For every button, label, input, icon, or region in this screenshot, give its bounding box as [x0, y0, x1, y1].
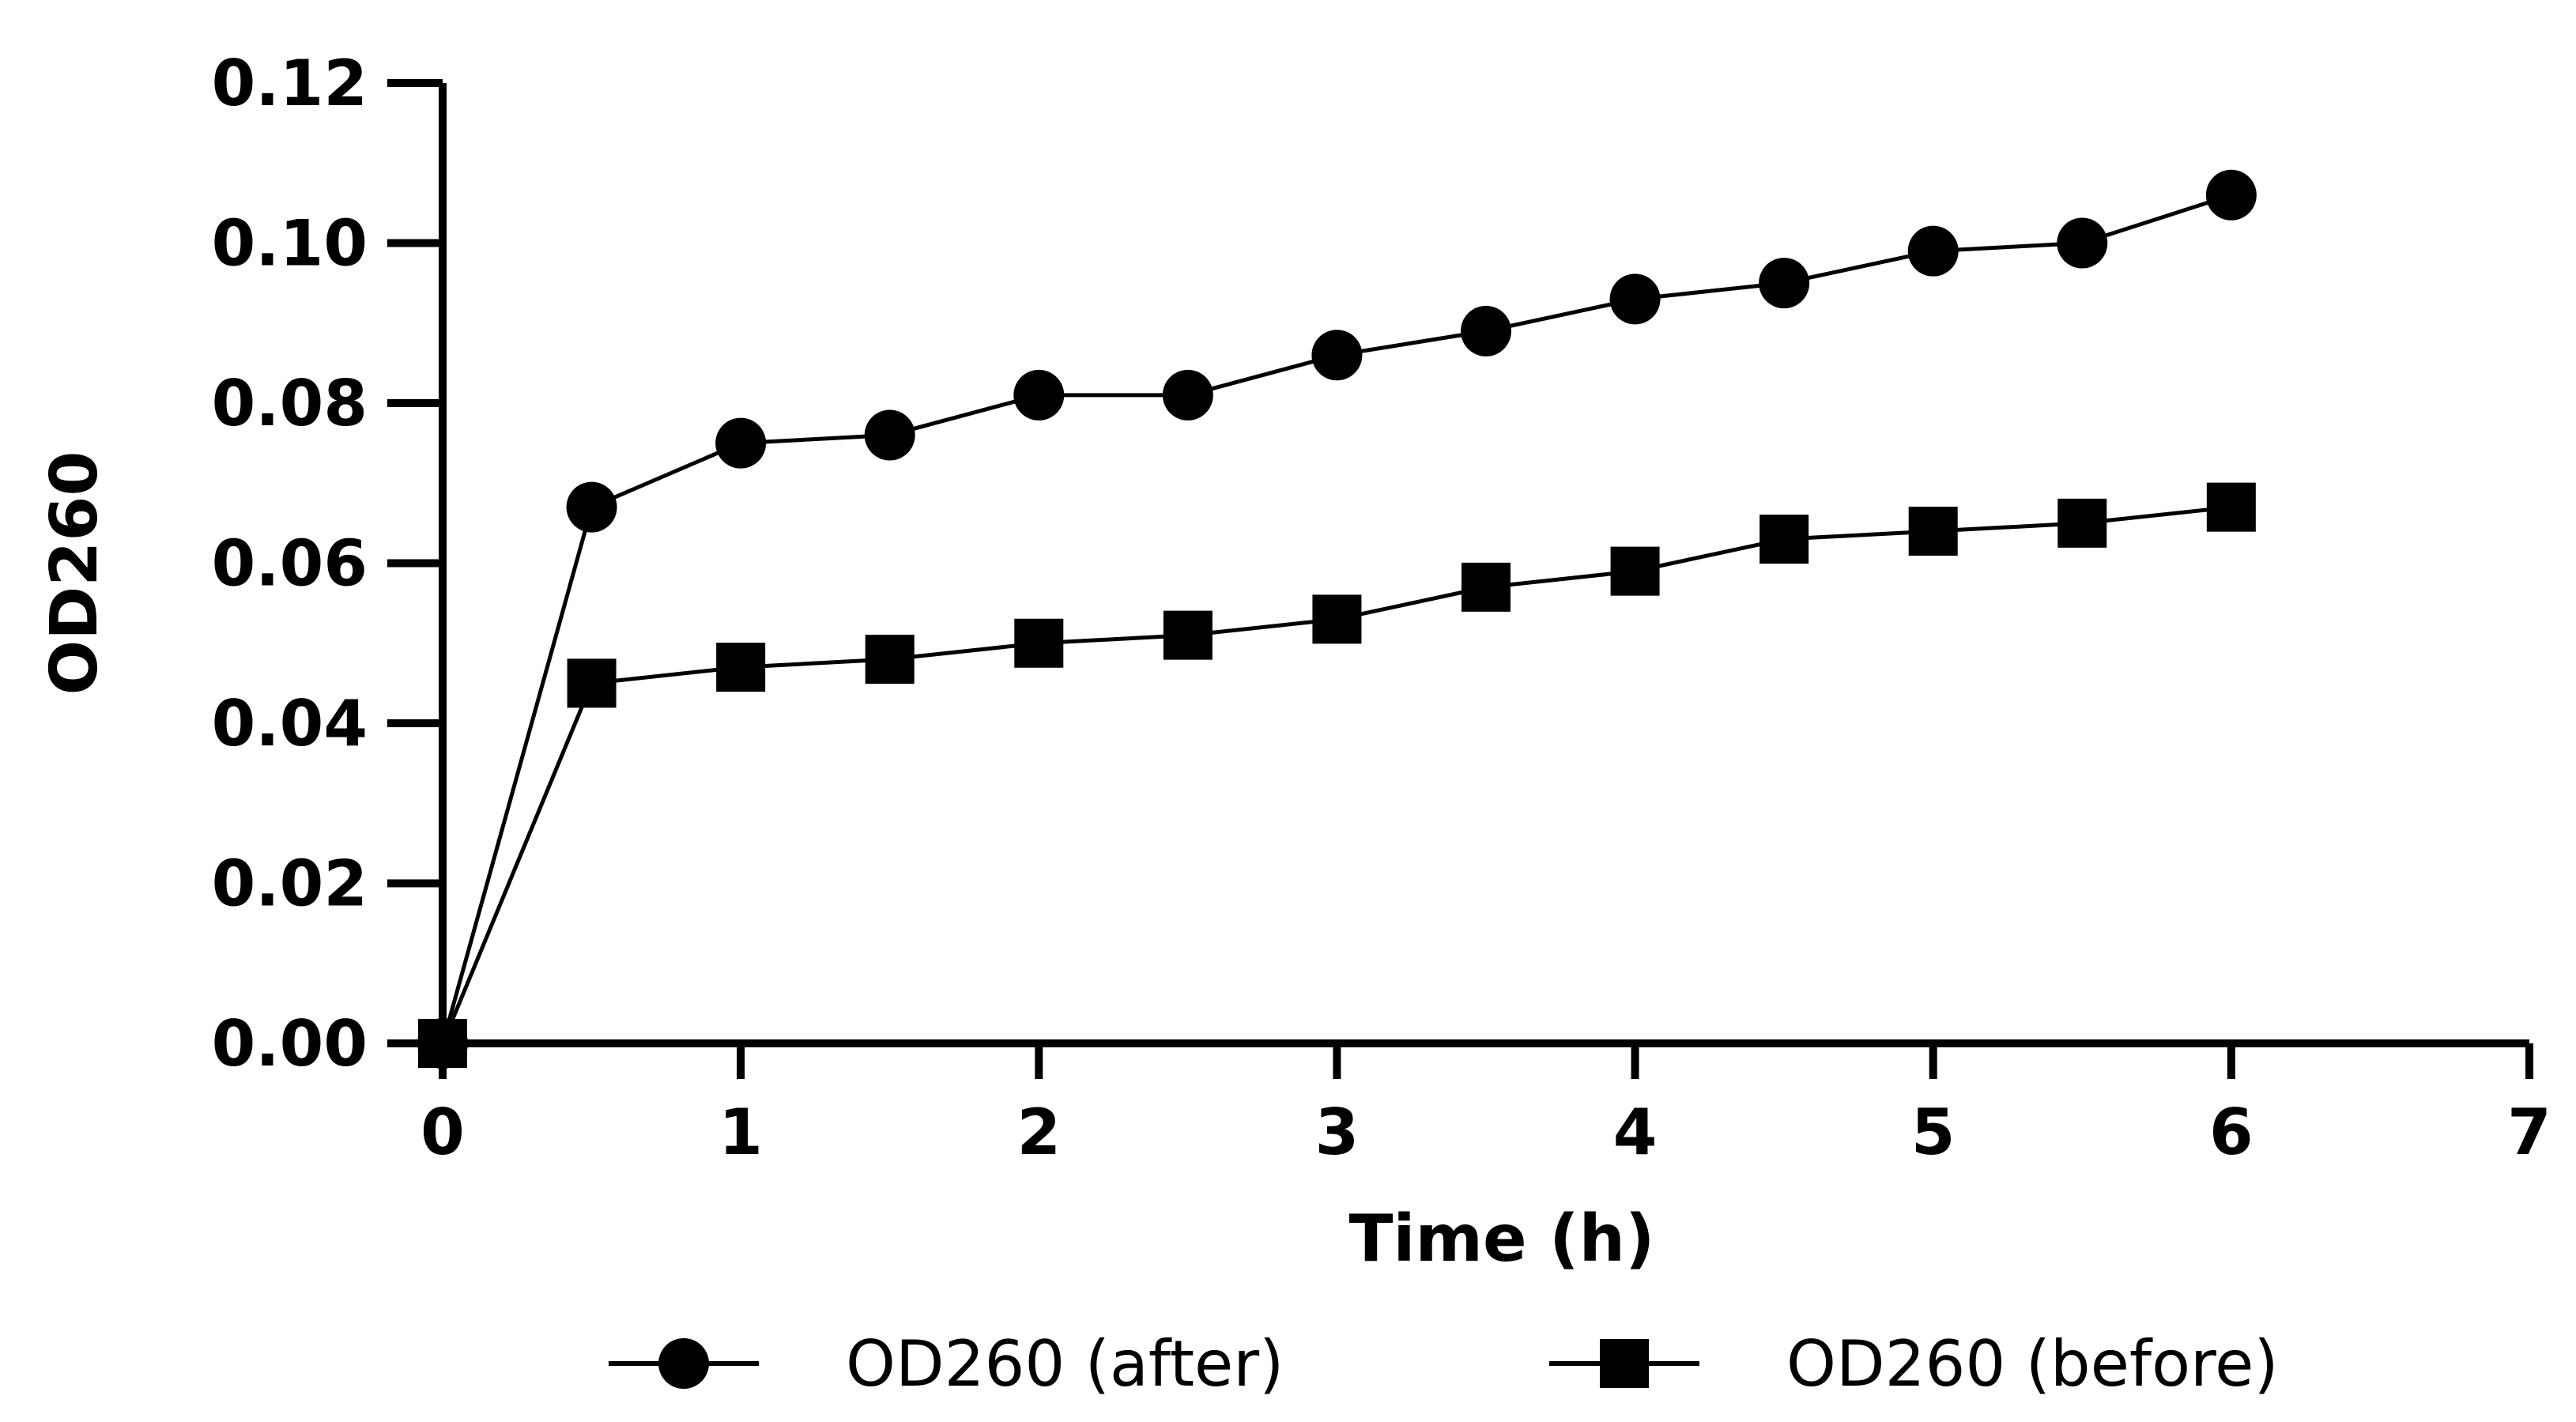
data-point-circle — [1013, 370, 1064, 421]
legend-label: OD260 (before) — [1786, 1327, 2279, 1401]
y-tick-label: 0.04 — [212, 687, 368, 760]
y-tick-label: 0.12 — [212, 47, 368, 120]
x-tick-label: 5 — [1911, 1096, 1956, 1169]
data-point-circle — [1163, 370, 1213, 421]
x-ticks: 0 1 2 3 4 5 6 7 — [421, 1043, 2551, 1169]
data-point-square — [1312, 594, 1361, 643]
x-tick-label: 1 — [718, 1096, 763, 1169]
series-line-2 — [443, 507, 2231, 1043]
data-point-square — [1909, 507, 1958, 556]
data-point-square — [2207, 483, 2256, 532]
y-axis-title: OD260 — [37, 451, 112, 696]
data-point-square — [866, 635, 915, 684]
chart: 0.00 0.02 0.04 0.06 0.08 0.10 0.12 0 1 2 3 4 5 6 7 OD… — [0, 0, 2576, 1422]
y-tick-label: 0.06 — [212, 527, 368, 601]
x-tick-label: 4 — [1613, 1096, 1658, 1169]
y-tick-label: 0.08 — [212, 367, 368, 440]
data-point-circle — [865, 410, 915, 461]
legend-marker-circle — [658, 1338, 709, 1389]
data-point-square — [716, 643, 765, 692]
data-point-circle — [1908, 226, 1959, 277]
data-point-circle — [2206, 170, 2257, 221]
data-point-circle — [567, 482, 617, 533]
x-tick-label: 7 — [2507, 1096, 2551, 1169]
x-tick-label: 2 — [1016, 1096, 1061, 1169]
data-point-square — [1611, 547, 1660, 596]
y-ticks: 0.00 0.02 0.04 0.06 0.08 0.10 0.12 — [212, 47, 443, 1081]
y-tick-label: 0.02 — [212, 847, 368, 921]
y-tick-label: 0.00 — [212, 1007, 368, 1081]
legend-marker-square — [1600, 1339, 1649, 1388]
data-point-circle — [715, 418, 766, 469]
data-point-square — [418, 1019, 467, 1068]
x-tick-label: 3 — [1315, 1096, 1360, 1169]
data-point-square — [568, 658, 617, 707]
data-point-square — [2057, 499, 2106, 548]
data-point-square — [1164, 611, 1213, 660]
data-point-square — [1014, 619, 1063, 668]
data-point-square — [1759, 515, 1808, 564]
data-point-circle — [1461, 306, 1511, 356]
legend-label: OD260 (after) — [846, 1327, 1284, 1401]
x-tick-label: 6 — [2209, 1096, 2254, 1169]
data-point-circle — [1759, 258, 1809, 308]
data-point-circle — [2057, 218, 2107, 269]
legend: OD260 (after) OD260 (before) — [609, 1327, 2279, 1401]
data-point-circle — [1610, 273, 1661, 324]
series-markers — [417, 170, 2257, 1069]
data-point-square — [1461, 563, 1511, 612]
data-point-circle — [1311, 330, 1362, 380]
x-tick-label: 0 — [421, 1096, 465, 1169]
y-tick-label: 0.10 — [212, 207, 368, 281]
x-axis-title: Time (h) — [1349, 1201, 1655, 1277]
